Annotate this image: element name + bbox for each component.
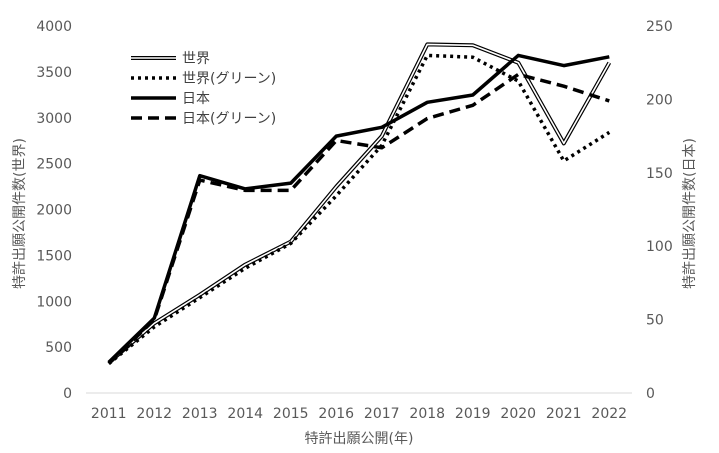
right-tick-label: 0 (646, 386, 655, 402)
x-tick-label: 2018 (409, 406, 445, 422)
left-tick-label: 1000 (36, 294, 72, 310)
left-tick-label: 500 (45, 340, 72, 356)
right-axis-title: 特許出願公開件数(日本) (682, 138, 698, 289)
series-line-4 (107, 72, 610, 365)
legend-label-4: 日本(グリーン) (182, 111, 276, 127)
x-tick-label: 2016 (318, 406, 354, 422)
left-axis-title: 特許出願公開件数(世界) (12, 138, 28, 289)
x-tick-label: 2013 (182, 406, 218, 422)
left-axis-ticks: 0 500 1000 1500 2000 2500 3000 3500 4000 (36, 19, 72, 402)
right-tick-label: 50 (646, 313, 664, 329)
x-tick-label: 2019 (455, 406, 491, 422)
legend-label-3: 日本 (182, 91, 210, 107)
left-tick-label: 0 (63, 386, 72, 402)
right-tick-label: 150 (646, 166, 673, 182)
x-tick-label: 2022 (591, 406, 627, 422)
x-axis-ticks: 2011 2012 2013 2014 2015 2016 2017 2018 2019 2020… (91, 406, 627, 422)
right-axis-ticks: 0 50 100 150 200 250 (646, 19, 673, 402)
x-tick-label: 2014 (227, 406, 263, 422)
left-tick-label: 2500 (36, 157, 72, 173)
x-axis-title: 特許出願公開(年) (305, 431, 414, 447)
x-tick-label: 2015 (273, 406, 309, 422)
series-lines (107, 42, 612, 365)
x-tick-label: 2011 (91, 406, 127, 422)
x-tick-label: 2021 (546, 406, 582, 422)
right-tick-label: 200 (646, 92, 673, 108)
x-tick-label: 2012 (136, 406, 172, 422)
left-tick-label: 2000 (36, 203, 72, 219)
left-tick-label: 3500 (36, 65, 72, 81)
right-tick-label: 100 (646, 239, 673, 255)
x-tick-label: 2020 (500, 406, 536, 422)
right-tick-label: 250 (646, 19, 673, 35)
x-tick-label: 2017 (364, 406, 400, 422)
left-tick-label: 1500 (36, 248, 72, 264)
left-tick-label: 4000 (36, 19, 72, 35)
legend-label-2: 世界(グリーン) (182, 71, 276, 87)
left-tick-label: 3000 (36, 111, 72, 127)
legend-label-1: 世界 (182, 51, 210, 67)
